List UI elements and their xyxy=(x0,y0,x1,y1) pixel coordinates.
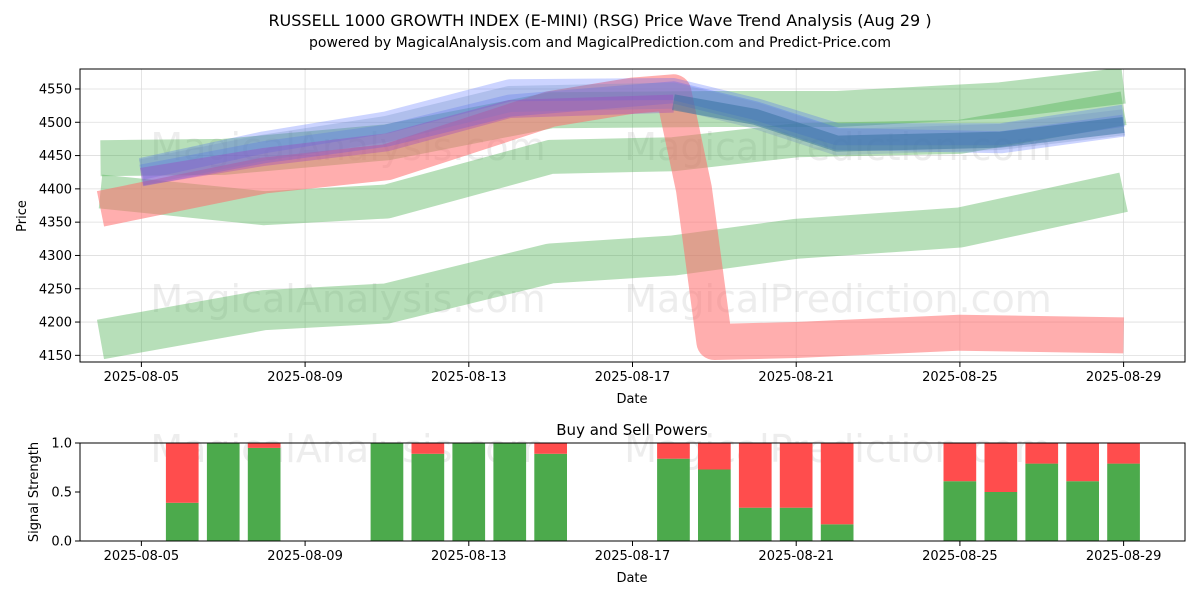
buy-bar xyxy=(206,443,240,541)
sell-bar xyxy=(1066,443,1099,482)
signal-y-ticks: 0.0 0.5 1.0 xyxy=(51,437,80,550)
chart-subtitle: powered by MagicalAnalysis.com and Magic… xyxy=(309,35,891,51)
wave-band-2 xyxy=(98,91,1127,226)
y-tick-label: 4350 xyxy=(39,216,72,231)
sell-bar xyxy=(534,443,567,454)
x-tick-label: 2025-08-25 xyxy=(922,549,998,564)
signal-x-ticks: 2025-08-05 2025-08-09 2025-08-13 2025-08-17… xyxy=(104,541,1162,564)
watermark-analysis: MagicalAnalysis.com xyxy=(150,277,545,321)
x-tick-label: 2025-08-29 xyxy=(1086,370,1162,385)
wave-band-9 xyxy=(671,94,1125,152)
buy-bar xyxy=(411,453,445,541)
chart-title: RUSSELL 1000 GROWTH INDEX (E-MINI) (RSG)… xyxy=(268,11,931,30)
sell-bar xyxy=(657,443,690,459)
x-tick-label: 2025-08-17 xyxy=(595,370,671,385)
x-tick-label: 2025-08-09 xyxy=(267,370,343,385)
buy-bar xyxy=(247,447,281,541)
buy-bar xyxy=(984,492,1018,541)
buy-bar xyxy=(657,458,690,541)
x-tick-label: 2025-08-21 xyxy=(758,370,834,385)
y-tick-label: 4550 xyxy=(39,82,72,97)
x-tick-label: 2025-08-09 xyxy=(267,549,343,564)
price-x-ticks: 2025-08-05 2025-08-09 2025-08-13 2025-08-17… xyxy=(104,362,1162,385)
wave-band-5 xyxy=(139,78,1126,180)
y-tick-label: 4250 xyxy=(39,282,72,297)
price-y-ticks: 4150 4200 4250 4300 4350 4400 4450 4500 4550 xyxy=(39,82,80,364)
sell-bar xyxy=(820,443,854,525)
sell-bar xyxy=(738,443,772,508)
wave-band-8 xyxy=(139,94,674,186)
y-tick-label: 4300 xyxy=(39,249,72,264)
wave-band-7 xyxy=(138,82,1126,185)
x-tick-label: 2025-08-13 xyxy=(431,549,507,564)
buy-bar xyxy=(1107,463,1140,541)
buy-bar xyxy=(738,507,772,541)
price-y-label: Price xyxy=(15,200,30,232)
x-tick-label: 2025-08-17 xyxy=(595,549,671,564)
sell-bar xyxy=(411,443,445,454)
x-tick-label: 2025-08-29 xyxy=(1086,549,1162,564)
price-wave-bands xyxy=(96,69,1128,360)
wave-band-4 xyxy=(96,74,1124,360)
buy-bar xyxy=(820,524,854,541)
watermark-prediction: MagicalPrediction.com xyxy=(624,277,1052,321)
buy-bar xyxy=(370,443,404,541)
buy-bar xyxy=(493,443,527,541)
y-tick-label: 1.0 xyxy=(51,437,72,452)
signal-panel: Buy and Sell Powers MagicalAnalysis.com … xyxy=(27,421,1186,586)
y-tick-label: 0.5 xyxy=(51,486,72,501)
signal-y-label: Signal Strength xyxy=(27,442,42,542)
x-tick-label: 2025-08-13 xyxy=(431,370,507,385)
x-tick-label: 2025-08-25 xyxy=(922,370,998,385)
sell-bar xyxy=(943,443,977,482)
buy-bar xyxy=(943,481,977,541)
sell-bar xyxy=(1107,443,1140,464)
price-x-label: Date xyxy=(616,392,647,407)
buy-bar xyxy=(779,507,813,541)
sell-bar xyxy=(984,443,1018,492)
y-tick-label: 4500 xyxy=(39,116,72,131)
y-tick-label: 4150 xyxy=(39,349,72,364)
buy-bar xyxy=(534,453,567,541)
x-tick-label: 2025-08-21 xyxy=(758,549,834,564)
buy-bar xyxy=(698,469,731,541)
signal-bars xyxy=(165,443,1140,541)
sell-bar xyxy=(247,443,281,448)
buy-bar xyxy=(452,443,486,541)
y-tick-label: 0.0 xyxy=(51,535,72,550)
signal-x-label: Date xyxy=(616,571,647,586)
buy-bar xyxy=(1025,463,1059,541)
buy-bar xyxy=(165,502,199,541)
sell-bar xyxy=(779,443,813,508)
sell-bar xyxy=(698,443,731,470)
sell-bar xyxy=(1025,443,1059,464)
wave-band-3 xyxy=(96,172,1128,360)
y-tick-label: 4200 xyxy=(39,316,72,331)
wave-band-6 xyxy=(139,81,1126,187)
x-tick-label: 2025-08-05 xyxy=(104,370,180,385)
buy-bar xyxy=(1066,481,1099,541)
signal-title: Buy and Sell Powers xyxy=(556,421,708,439)
price-panel: MagicalAnalysis.com MagicalPrediction.co… xyxy=(15,68,1186,407)
sell-bar xyxy=(165,443,199,503)
x-tick-label: 2025-08-05 xyxy=(104,549,180,564)
y-tick-label: 4400 xyxy=(39,182,72,197)
y-tick-label: 4450 xyxy=(39,149,72,164)
